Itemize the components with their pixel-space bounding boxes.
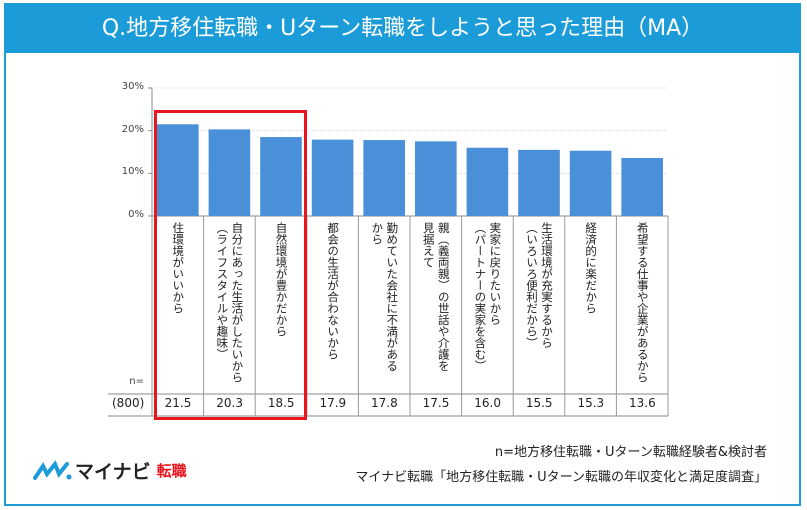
source-note: マイナビ転職「地方移住転職・Uターン転職の年収変化と満足度調査」: [355, 470, 767, 485]
category-label: 住環境がいいから: [171, 222, 186, 314]
n-label: n=: [129, 376, 144, 387]
bar: [157, 124, 199, 216]
bar: [260, 137, 302, 216]
y-tick-label: 20%: [121, 123, 144, 135]
bar: [363, 140, 405, 216]
category-label: 自然環境が豊かだから: [274, 222, 289, 337]
value-label: 13.6: [629, 396, 656, 410]
value-label: 17.8: [371, 396, 398, 410]
value-label: 16.0: [474, 396, 501, 410]
value-label: 15.3: [577, 396, 605, 410]
value-label: 17.5: [422, 396, 450, 410]
logo-text: マイナビ: [75, 460, 151, 483]
bar: [569, 150, 612, 216]
category-label: 親（義両親）の世話や介護を 見据えて: [421, 222, 451, 372]
y-tick-label: 30%: [121, 81, 144, 92]
y-tick-label: 0%: [128, 209, 144, 220]
category-label: 勤めていた会社に不満がある から: [370, 222, 400, 372]
highlight-box: [154, 110, 307, 420]
bar: [466, 147, 509, 216]
category-label: 希望する仕事や企業があるから: [635, 222, 650, 383]
bar: [518, 149, 560, 216]
category-label: 生活環境が充実するから （いろいろ便利だから）: [525, 222, 554, 349]
logo-mark-icon: [33, 460, 72, 480]
value-label: 20.3: [216, 396, 243, 410]
category-label: 都会の生活が合わないから: [326, 222, 341, 360]
n-value: (800): [112, 396, 145, 410]
category-label: 実家に戻りたいから （パートナーの実家を含む）: [473, 222, 503, 372]
value-label: 21.5: [164, 396, 192, 410]
bar: [621, 157, 663, 216]
category-label: 自分にあった生活がしたいから （ライフスタイルや趣味）: [215, 222, 245, 383]
category-label: 経済的に楽だから: [584, 222, 599, 314]
page-title: Q.地方移住転職・Uターン転職をしようと思った理由（MA）: [6, 5, 799, 53]
value-label: 17.9: [319, 396, 347, 410]
bar: [415, 141, 457, 216]
y-tick-label: 10%: [121, 166, 144, 178]
bar: [208, 129, 251, 216]
mynavi-logo: マイナビ 転職: [33, 458, 187, 483]
sample-note: n=地方移住転職・Uターン転職経験者&検討者: [494, 445, 767, 460]
value-label: 18.5: [267, 396, 295, 410]
value-label: 15.5: [525, 396, 553, 410]
logo-sub: 転職: [156, 461, 187, 480]
bar: [311, 139, 354, 216]
